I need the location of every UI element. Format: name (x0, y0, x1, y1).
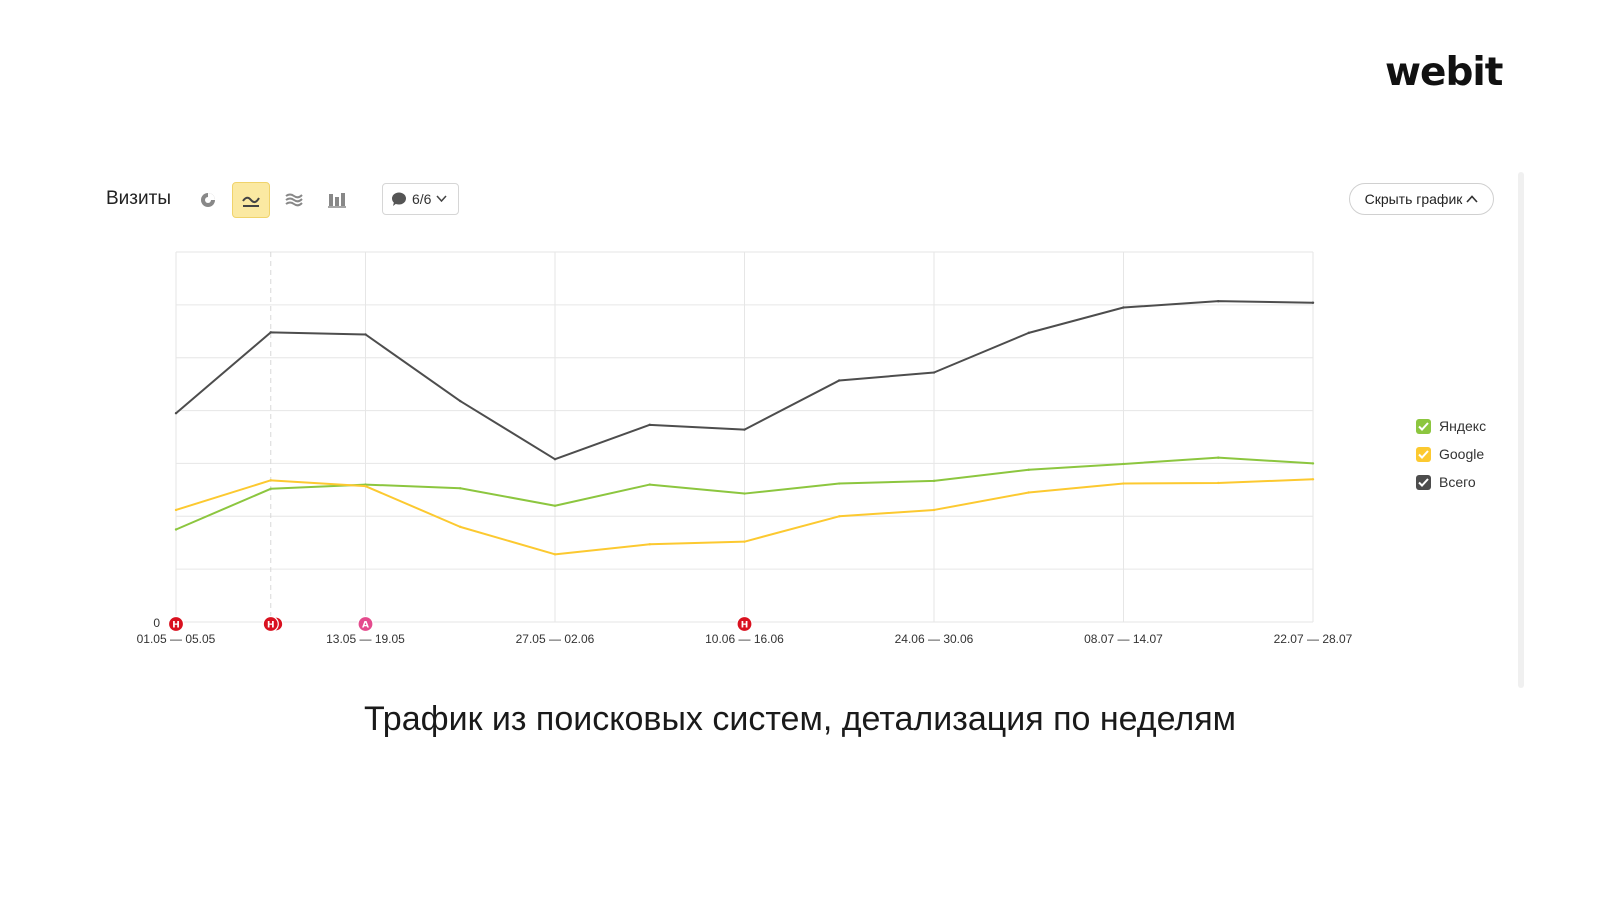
legend-checkbox-total[interactable] (1416, 474, 1431, 490)
chevron-up-icon (1466, 195, 1478, 203)
annotation-marker (357, 615, 374, 633)
annotation-label: Н (172, 621, 180, 631)
data-point (838, 482, 841, 485)
data-point (1311, 301, 1315, 304)
column-chart-icon (328, 193, 346, 208)
data-point (459, 487, 462, 490)
hide-chart-label: Скрыть график (1364, 191, 1463, 207)
data-point (364, 484, 367, 488)
data-point (1122, 482, 1125, 485)
data-point (364, 333, 367, 336)
x-tick-label: 01.05 — 05.05 (137, 632, 216, 646)
legend-item-yandex[interactable]: Яндекс (1416, 412, 1486, 440)
x-tick-label: 10.06 — 16.06 (705, 632, 784, 646)
checkmark-icon (1418, 477, 1429, 487)
data-point (1217, 299, 1220, 303)
hide-chart-button[interactable]: Скрыть график (1349, 183, 1494, 215)
data-point (1027, 491, 1030, 494)
checkmark-icon (1418, 449, 1429, 459)
line-chart-button[interactable] (232, 182, 270, 218)
data-point (932, 479, 936, 483)
annotation-label: Н (267, 621, 275, 631)
webit-logo: webit (1385, 50, 1503, 95)
data-point (459, 525, 462, 529)
pie-chart-button[interactable] (189, 182, 227, 218)
legend-label-google: Google (1439, 446, 1485, 462)
data-point (932, 508, 936, 512)
annotation-marker (736, 615, 753, 633)
line-chart-icon (242, 196, 260, 207)
legend-checkbox-google[interactable] (1416, 446, 1431, 462)
chevron-down-icon (436, 195, 448, 203)
data-point (1217, 481, 1220, 485)
x-tick-label: 08.07 — 14.07 (1084, 632, 1163, 646)
annotation-marker (167, 615, 185, 633)
legend-checkbox-yandex[interactable] (1416, 418, 1431, 434)
area-chart-button[interactable] (275, 182, 313, 218)
legend-item-total[interactable]: Всего (1416, 468, 1486, 496)
data-point (1311, 478, 1315, 481)
annotation-label: Н (741, 621, 749, 631)
visits-line-chart: 0 01.05 — 05.05 13.05 — 19.05 27.05 — 02.06… (137, 251, 1353, 646)
data-point (1217, 456, 1220, 459)
annotation-label: А (362, 621, 369, 631)
data-point (1122, 306, 1125, 309)
data-point (743, 492, 746, 495)
data-point (743, 428, 746, 431)
data-point (269, 479, 272, 482)
legend-label-total: Всего (1439, 474, 1476, 490)
x-tick-label: 24.06 — 30.06 (895, 632, 974, 646)
chart-widget: Визиты 6/6 (96, 172, 1536, 692)
slide-caption: Трафик из поисковых систем, детализация … (363, 700, 1237, 738)
x-tick-label: 22.07 — 28.07 (1274, 632, 1353, 646)
chart-legend: Яндекс Google Всего (1416, 412, 1486, 496)
data-point (269, 331, 272, 334)
checkmark-icon (1418, 421, 1429, 431)
legend-item-google[interactable]: Google (1416, 440, 1486, 468)
data-point (648, 483, 651, 486)
data-point (174, 528, 178, 531)
data-point (1027, 331, 1030, 335)
data-point (174, 508, 178, 512)
data-point (553, 458, 557, 461)
data-point (838, 379, 841, 382)
x-tick-label: 27.05 — 02.06 (516, 632, 595, 646)
speech-bubble-icon (392, 192, 406, 206)
column-chart-button[interactable] (318, 182, 356, 218)
notes-count: 6/6 (412, 191, 432, 207)
data-point (838, 515, 841, 518)
data-point (1122, 462, 1125, 466)
data-point (174, 412, 178, 415)
notes-button[interactable]: 6/6 (382, 183, 459, 215)
area-chart-icon (285, 193, 303, 207)
x-tick-label: 13.05 — 19.05 (326, 632, 405, 646)
data-point (459, 399, 462, 403)
data-point (932, 371, 936, 374)
annotation-marker (262, 615, 279, 633)
data-point (648, 423, 651, 427)
legend-label-yandex: Яндекс (1439, 418, 1487, 434)
data-point (743, 540, 746, 543)
data-point (648, 543, 651, 546)
metric-title: Визиты (106, 188, 171, 209)
pie-chart-icon (201, 193, 215, 207)
data-point (553, 553, 557, 556)
data-point (1027, 468, 1030, 471)
data-point (1311, 462, 1315, 465)
y-tick-label: 0 (153, 616, 160, 630)
data-point (553, 504, 557, 507)
data-point (269, 487, 272, 490)
panel-scrollbar[interactable] (1518, 172, 1524, 688)
